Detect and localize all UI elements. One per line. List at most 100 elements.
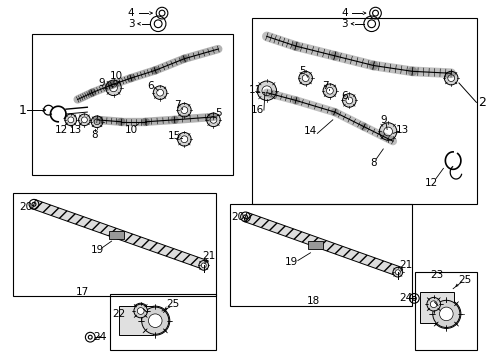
Text: 4: 4: [128, 8, 134, 18]
Text: 19: 19: [90, 245, 104, 255]
Text: 5: 5: [299, 66, 306, 76]
Circle shape: [153, 86, 167, 99]
Polygon shape: [32, 200, 208, 270]
Text: 10: 10: [124, 125, 138, 135]
Circle shape: [207, 113, 220, 127]
Text: 17: 17: [76, 287, 89, 297]
Text: 1: 1: [19, 104, 26, 117]
Circle shape: [148, 314, 163, 328]
Circle shape: [181, 136, 188, 143]
Circle shape: [91, 116, 103, 127]
Text: 20: 20: [231, 212, 245, 222]
Circle shape: [346, 97, 353, 104]
Text: 21: 21: [202, 251, 215, 261]
Circle shape: [134, 304, 147, 318]
Text: 13: 13: [396, 125, 409, 135]
Circle shape: [379, 123, 397, 140]
Circle shape: [157, 89, 164, 96]
Circle shape: [81, 117, 87, 123]
Circle shape: [137, 307, 144, 314]
Circle shape: [384, 127, 392, 136]
Text: 10: 10: [110, 71, 123, 81]
Bar: [13, 193, 217, 296]
Text: 8: 8: [91, 130, 98, 140]
Bar: [109, 231, 124, 239]
Circle shape: [427, 297, 441, 311]
Circle shape: [110, 84, 118, 92]
Circle shape: [210, 116, 217, 123]
Circle shape: [199, 261, 209, 270]
Circle shape: [439, 307, 454, 321]
Text: 2: 2: [478, 96, 486, 109]
Circle shape: [430, 300, 438, 308]
Text: 4: 4: [341, 8, 348, 18]
Circle shape: [148, 314, 162, 328]
Circle shape: [299, 71, 313, 85]
Bar: [308, 241, 323, 249]
Text: 20: 20: [20, 202, 33, 212]
Circle shape: [94, 119, 100, 125]
Text: 7: 7: [174, 100, 181, 110]
Circle shape: [137, 307, 145, 315]
Bar: [416, 272, 477, 350]
Bar: [110, 294, 217, 350]
Text: 13: 13: [69, 125, 82, 135]
Text: 6: 6: [341, 91, 348, 100]
Circle shape: [433, 300, 460, 328]
Text: 3: 3: [128, 19, 134, 29]
Bar: [420, 292, 454, 323]
Circle shape: [323, 84, 337, 98]
Text: 11: 11: [248, 85, 262, 95]
Circle shape: [395, 270, 400, 275]
Text: 25: 25: [458, 275, 471, 285]
Polygon shape: [244, 212, 402, 277]
Circle shape: [343, 94, 356, 107]
Circle shape: [181, 107, 188, 113]
Text: 12: 12: [425, 178, 439, 188]
Circle shape: [432, 300, 461, 328]
Circle shape: [326, 87, 333, 94]
Circle shape: [141, 306, 170, 335]
Text: 24: 24: [399, 293, 412, 303]
Circle shape: [257, 81, 276, 100]
Circle shape: [426, 296, 441, 312]
Text: 23: 23: [430, 270, 443, 280]
Circle shape: [302, 75, 309, 81]
Text: 8: 8: [370, 158, 377, 167]
Text: 9: 9: [380, 115, 387, 125]
Circle shape: [68, 117, 73, 123]
Circle shape: [444, 71, 458, 85]
Circle shape: [201, 263, 206, 268]
Text: 19: 19: [285, 257, 298, 267]
Text: 14: 14: [304, 126, 317, 136]
Bar: [32, 35, 233, 175]
Text: 7: 7: [322, 81, 328, 91]
Bar: [120, 306, 153, 335]
Circle shape: [393, 267, 403, 277]
Circle shape: [448, 75, 455, 81]
Text: 6: 6: [147, 81, 154, 91]
Circle shape: [262, 86, 271, 96]
Text: 16: 16: [250, 105, 264, 115]
Text: 15: 15: [168, 131, 181, 141]
Circle shape: [133, 303, 148, 319]
Text: 24: 24: [93, 332, 106, 342]
Circle shape: [430, 301, 437, 307]
Circle shape: [106, 80, 122, 96]
Text: 25: 25: [166, 299, 179, 309]
Text: 3: 3: [341, 19, 348, 29]
Text: 18: 18: [307, 296, 320, 306]
Circle shape: [177, 103, 191, 117]
Text: 12: 12: [54, 125, 68, 135]
Bar: [230, 204, 413, 306]
Bar: [252, 18, 477, 204]
Circle shape: [78, 114, 90, 126]
Text: 21: 21: [399, 260, 412, 270]
Text: 5: 5: [215, 108, 221, 118]
Circle shape: [440, 307, 453, 321]
Circle shape: [65, 114, 76, 126]
Circle shape: [177, 132, 191, 146]
Circle shape: [142, 307, 169, 334]
Text: 22: 22: [113, 309, 126, 319]
Text: 9: 9: [98, 78, 105, 88]
